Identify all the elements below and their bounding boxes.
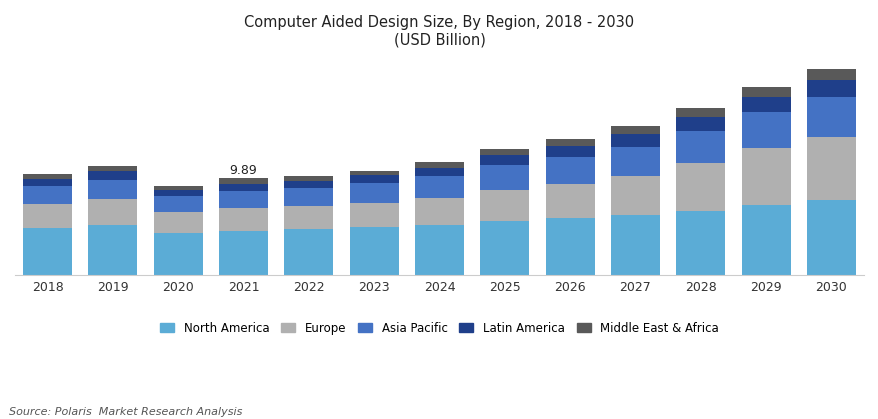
Bar bbox=[414, 176, 464, 198]
Bar bbox=[154, 190, 203, 196]
Bar bbox=[545, 157, 594, 184]
Bar bbox=[806, 80, 855, 97]
Bar bbox=[154, 212, 203, 233]
Bar bbox=[349, 183, 399, 203]
Bar bbox=[675, 117, 724, 131]
Bar bbox=[23, 174, 72, 179]
Bar bbox=[741, 112, 789, 148]
Bar bbox=[89, 179, 137, 199]
Bar bbox=[610, 134, 659, 147]
Bar bbox=[806, 200, 855, 275]
Bar bbox=[219, 231, 268, 275]
Bar bbox=[349, 228, 399, 275]
Bar bbox=[675, 211, 724, 275]
Bar bbox=[545, 146, 594, 157]
Bar bbox=[219, 178, 268, 184]
Bar bbox=[610, 147, 659, 176]
Bar bbox=[675, 131, 724, 163]
Bar bbox=[479, 221, 529, 275]
Bar bbox=[610, 127, 659, 134]
Bar bbox=[219, 208, 268, 231]
Bar bbox=[154, 233, 203, 275]
Bar bbox=[675, 163, 724, 211]
Legend: North America, Europe, Asia Pacific, Latin America, Middle East & Africa: North America, Europe, Asia Pacific, Lat… bbox=[160, 322, 718, 335]
Bar bbox=[479, 190, 529, 221]
Bar bbox=[545, 218, 594, 275]
Bar bbox=[284, 176, 333, 181]
Bar bbox=[284, 188, 333, 206]
Bar bbox=[89, 225, 137, 275]
Bar bbox=[741, 97, 789, 112]
Bar bbox=[806, 69, 855, 80]
Bar bbox=[414, 168, 464, 176]
Bar bbox=[23, 204, 72, 228]
Bar bbox=[806, 97, 855, 137]
Bar bbox=[154, 186, 203, 190]
Bar bbox=[741, 87, 789, 97]
Bar bbox=[284, 181, 333, 188]
Bar bbox=[23, 228, 72, 275]
Bar bbox=[284, 206, 333, 229]
Bar bbox=[545, 184, 594, 218]
Bar bbox=[414, 162, 464, 168]
Bar bbox=[284, 229, 333, 275]
Title: Computer Aided Design Size, By Region, 2018 - 2030
(USD Billion): Computer Aided Design Size, By Region, 2… bbox=[244, 15, 634, 47]
Bar bbox=[610, 215, 659, 275]
Bar bbox=[219, 184, 268, 191]
Bar bbox=[219, 191, 268, 208]
Bar bbox=[610, 176, 659, 215]
Bar bbox=[89, 199, 137, 225]
Bar bbox=[154, 196, 203, 212]
Bar bbox=[479, 165, 529, 190]
Text: Source: Polaris  Market Research Analysis: Source: Polaris Market Research Analysis bbox=[9, 407, 242, 417]
Text: 9.89: 9.89 bbox=[229, 163, 257, 177]
Bar bbox=[414, 225, 464, 275]
Bar bbox=[741, 148, 789, 205]
Bar bbox=[349, 203, 399, 228]
Bar bbox=[806, 137, 855, 200]
Bar bbox=[23, 186, 72, 204]
Bar bbox=[349, 171, 399, 176]
Bar bbox=[479, 155, 529, 165]
Bar bbox=[89, 171, 137, 179]
Bar bbox=[479, 149, 529, 155]
Bar bbox=[741, 205, 789, 275]
Bar bbox=[414, 198, 464, 225]
Bar bbox=[89, 166, 137, 171]
Bar bbox=[675, 108, 724, 117]
Bar bbox=[23, 179, 72, 186]
Bar bbox=[349, 176, 399, 183]
Bar bbox=[545, 139, 594, 146]
